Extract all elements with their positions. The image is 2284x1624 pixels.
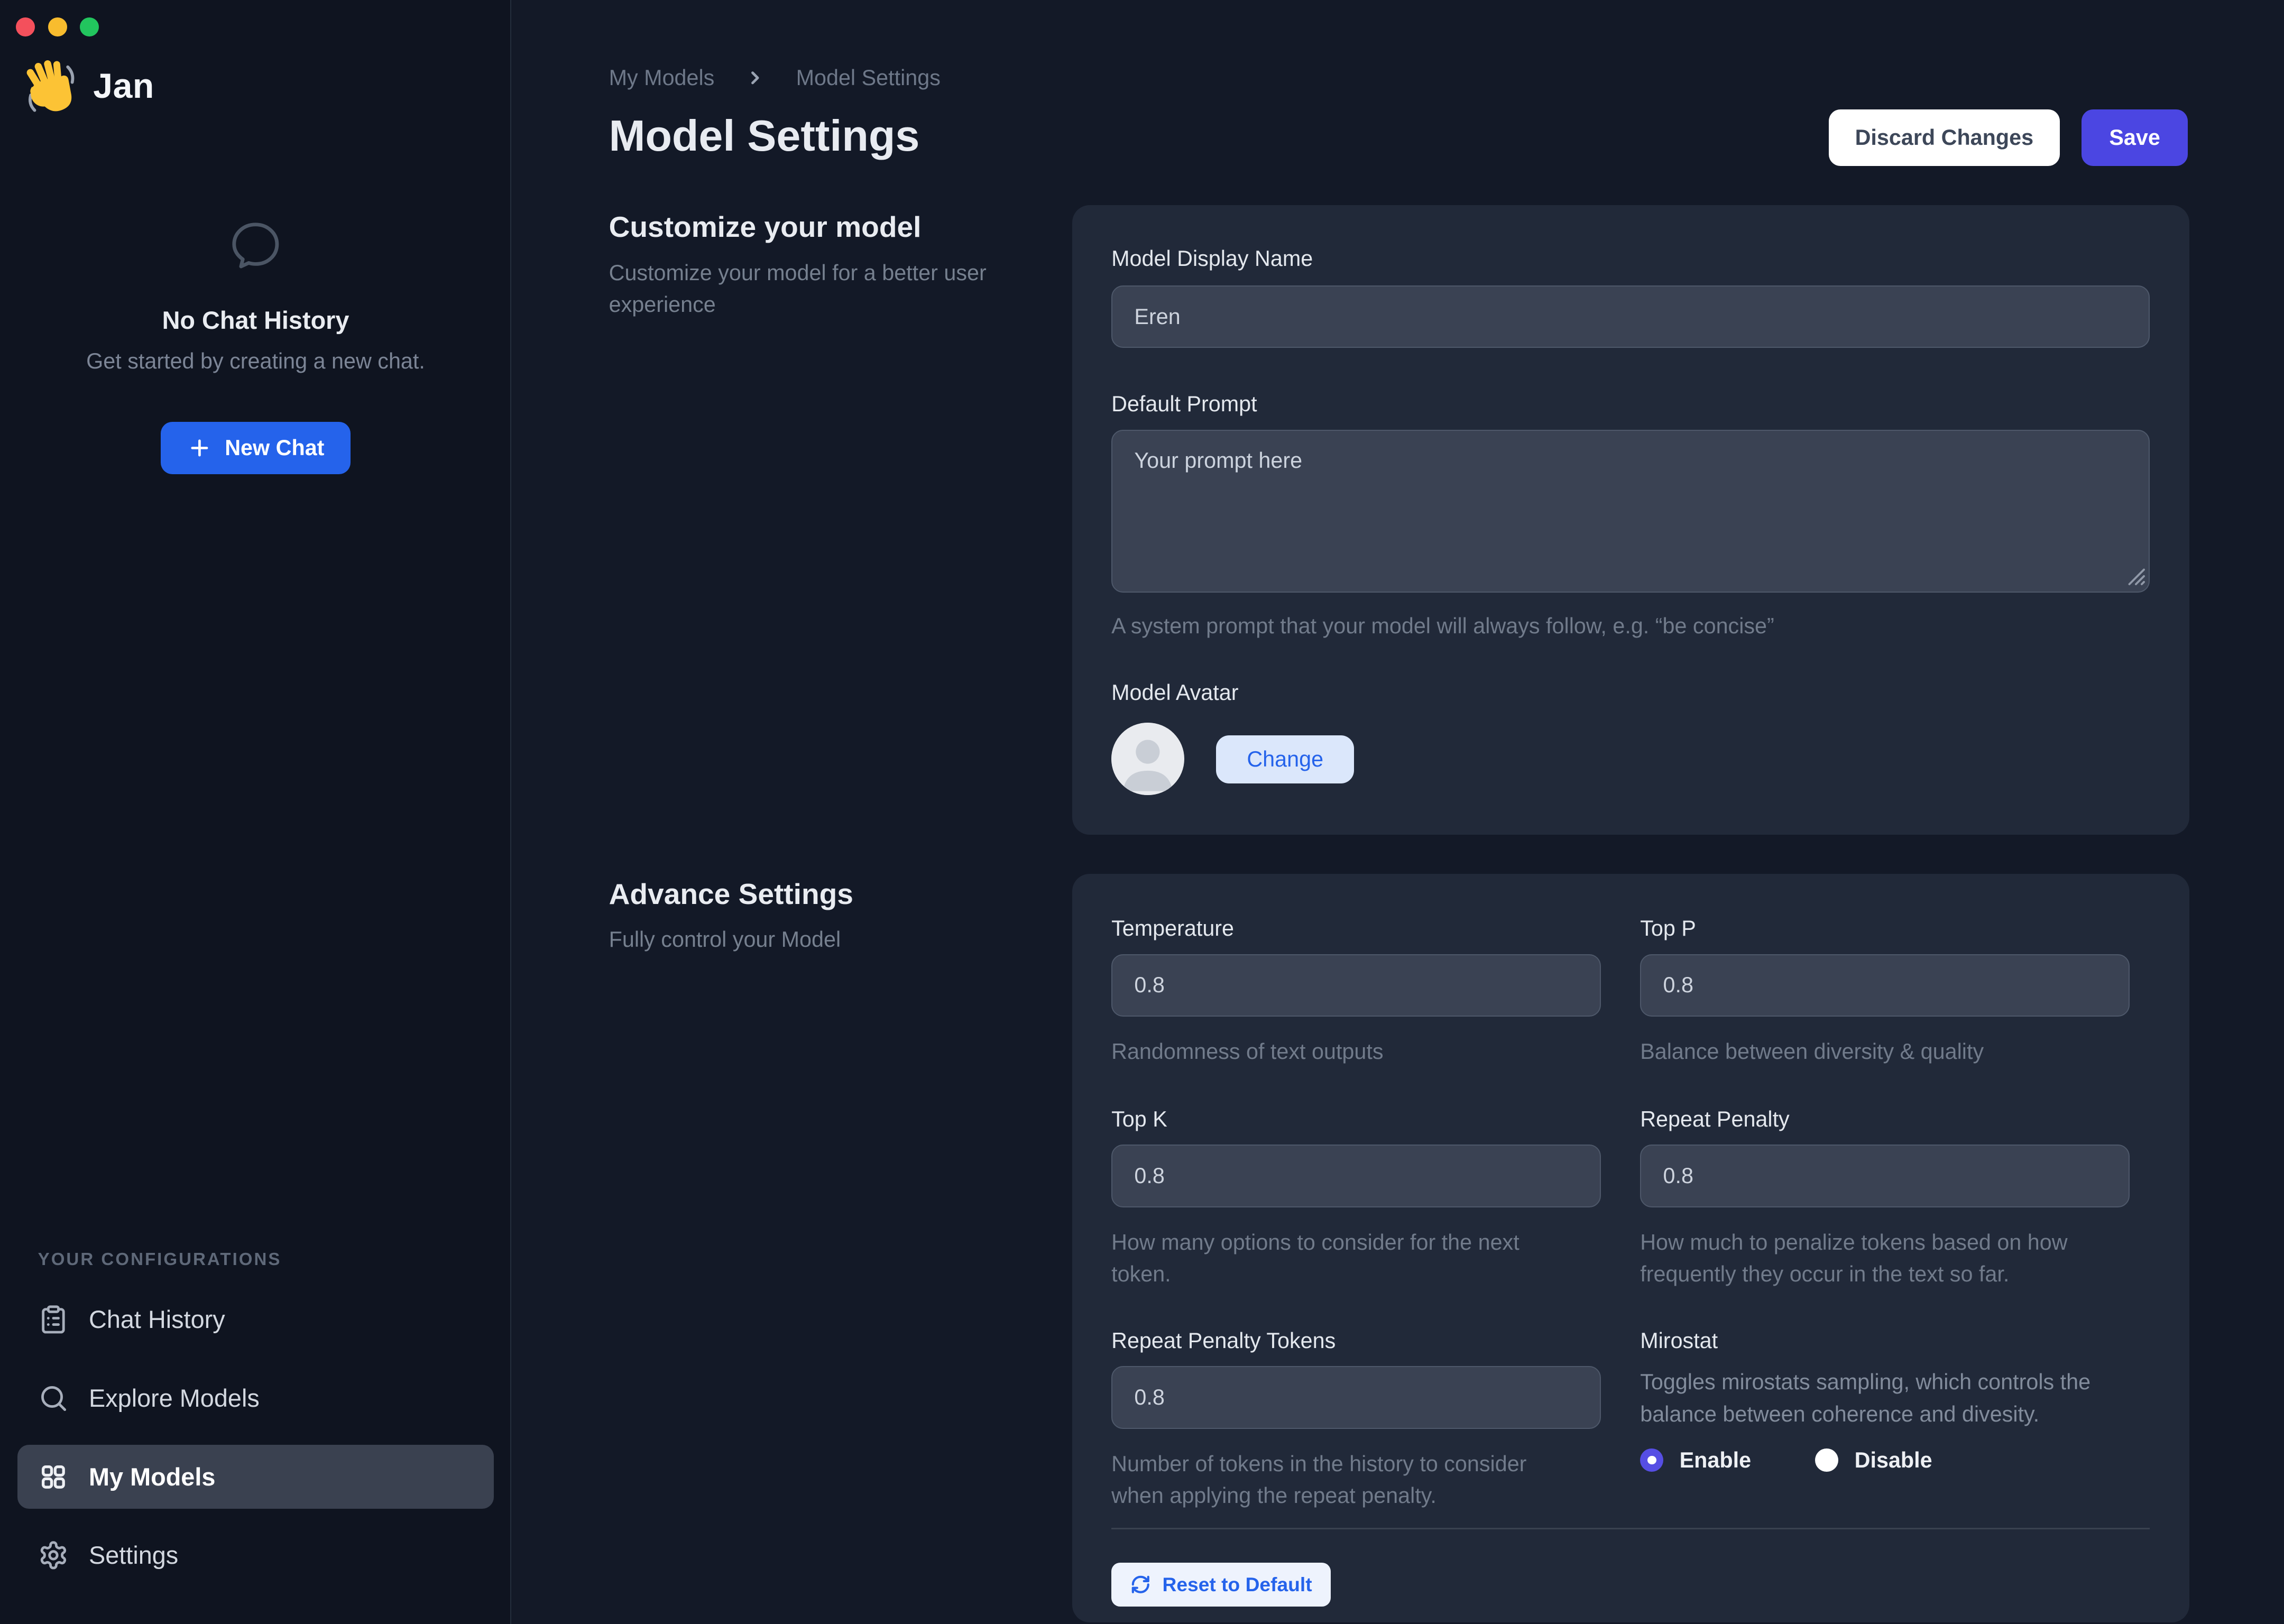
- temperature-input[interactable]: [1111, 954, 1601, 1017]
- model-avatar-image: [1111, 722, 1184, 796]
- empty-state-title: No Chat History: [162, 306, 349, 334]
- new-chat-button[interactable]: New Chat: [161, 422, 351, 475]
- advance-section-header: Advance Settings Fully control your Mode…: [609, 877, 1061, 956]
- repeat-penalty-tokens-helper: Number of tokens in the history to consi…: [1111, 1451, 1527, 1508]
- change-avatar-button[interactable]: Change: [1216, 735, 1354, 784]
- customize-section-header: Customize your model Customize your mode…: [609, 210, 1061, 321]
- model-display-name-label: Model Display Name: [1111, 246, 1313, 271]
- repeat-penalty-input[interactable]: [1640, 1145, 2130, 1207]
- reset-to-default-label: Reset to Default: [1162, 1573, 1312, 1596]
- close-window-button[interactable]: [16, 17, 35, 36]
- configurations-section-label: YOUR CONFIGURATIONS: [38, 1249, 282, 1269]
- empty-state-subtitle: Get started by creating a new chat.: [86, 349, 425, 374]
- card-divider: [1111, 1528, 2150, 1529]
- app-logo: Jan: [21, 56, 154, 117]
- sidebar-item-label: Settings: [89, 1542, 179, 1570]
- breadcrumb-model-settings: Model Settings: [796, 65, 941, 90]
- top-p-input[interactable]: [1640, 954, 2130, 1017]
- mirostat-radio-group: Enable Disable: [1640, 1448, 1932, 1473]
- disable-label: Disable: [1854, 1447, 1932, 1472]
- top-k-label: Top K: [1111, 1106, 1167, 1131]
- top-k-input[interactable]: [1111, 1145, 1601, 1207]
- advance-card: Temperature Randomness of text outputs T…: [1072, 874, 2189, 1623]
- maximize-window-button[interactable]: [80, 17, 99, 36]
- sidebar-item-chat-history[interactable]: Chat History: [17, 1288, 494, 1352]
- page-title: Model Settings: [609, 111, 920, 161]
- repeat-penalty-label: Repeat Penalty: [1640, 1106, 1790, 1131]
- chat-bubble-icon: [232, 223, 279, 269]
- breadcrumb: My Models Model Settings: [609, 66, 941, 90]
- sidebar-item-settings[interactable]: Settings: [17, 1524, 494, 1588]
- clipboard-icon: [41, 1305, 65, 1334]
- default-prompt-helper: A system prompt that your model will alw…: [1111, 614, 1774, 639]
- sidebar-item-label: My Models: [89, 1463, 216, 1491]
- model-display-name-input[interactable]: [1111, 285, 2150, 348]
- new-chat-label: New Chat: [225, 436, 325, 460]
- discard-changes-button[interactable]: Discard Changes: [1829, 109, 2060, 167]
- advance-heading: Advance Settings: [609, 877, 853, 910]
- temperature-label: Temperature: [1111, 916, 1235, 940]
- sidebar-item-my-models[interactable]: My Models: [17, 1445, 494, 1509]
- top-p-label: Top P: [1640, 916, 1696, 940]
- gear-icon: [40, 1541, 66, 1570]
- default-prompt-label: Default Prompt: [1111, 392, 1257, 417]
- top-p-helper: Balance between diversity & quality: [1640, 1039, 1984, 1064]
- chevron-right-icon: [751, 71, 759, 85]
- sidebar-item-label: Chat History: [89, 1306, 225, 1334]
- mirostat-enable-radio[interactable]: Enable: [1640, 1448, 1751, 1473]
- app-name: Jan: [93, 66, 154, 106]
- radio-unselected-icon[interactable]: [1815, 1448, 1839, 1472]
- mirostat-description: Toggles mirostats sampling, which contro…: [1640, 1370, 2091, 1426]
- person-placeholder-icon: [1111, 722, 1184, 796]
- repeat-penalty-tokens-label: Repeat Penalty Tokens: [1111, 1328, 1336, 1353]
- save-button[interactable]: Save: [2081, 109, 2188, 167]
- grid-icon: [41, 1465, 65, 1489]
- advance-subheading: Fully control your Model: [609, 927, 841, 952]
- enable-label: Enable: [1679, 1447, 1752, 1472]
- search-icon: [41, 1386, 66, 1411]
- model-avatar-label: Model Avatar: [1111, 680, 1239, 705]
- customize-heading: Customize your model: [609, 210, 922, 243]
- sidebar: Jan No Chat History Get started by creat…: [0, 0, 512, 1624]
- default-prompt-textarea[interactable]: [1111, 429, 2150, 593]
- reset-to-default-button[interactable]: Reset to Default: [1111, 1563, 1331, 1607]
- customize-card: Model Display Name Default Prompt A syst…: [1072, 205, 2189, 835]
- main-content: My Models Model Settings Model Settings …: [513, 0, 2284, 1624]
- sidebar-item-label: Explore Models: [89, 1384, 260, 1412]
- refresh-icon: [1131, 1575, 1149, 1594]
- breadcrumb-my-models[interactable]: My Models: [609, 65, 715, 90]
- plus-icon: [191, 439, 208, 457]
- header-actions: Discard Changes Save: [1829, 109, 2188, 167]
- sidebar-item-explore-models[interactable]: Explore Models: [17, 1366, 494, 1430]
- mirostat-label: Mirostat: [1640, 1328, 1718, 1353]
- radio-selected-icon[interactable]: [1640, 1448, 1664, 1472]
- temperature-helper: Randomness of text outputs: [1111, 1039, 1384, 1064]
- sidebar-nav: Chat History Explore Models My Models: [17, 1288, 494, 1602]
- window-controls: [16, 17, 99, 36]
- customize-subheading: Customize your model for a better user e…: [609, 260, 987, 317]
- top-k-helper: How many options to consider for the nex…: [1111, 1230, 1519, 1287]
- minimize-window-button[interactable]: [48, 17, 67, 36]
- waving-hand-icon: [26, 60, 74, 112]
- repeat-penalty-helper: How much to penalize tokens based on how…: [1640, 1230, 2068, 1287]
- mirostat-disable-radio[interactable]: Disable: [1815, 1448, 1932, 1473]
- repeat-penalty-tokens-input[interactable]: [1111, 1366, 1601, 1429]
- chat-empty-state: No Chat History Get started by creating …: [0, 218, 511, 475]
